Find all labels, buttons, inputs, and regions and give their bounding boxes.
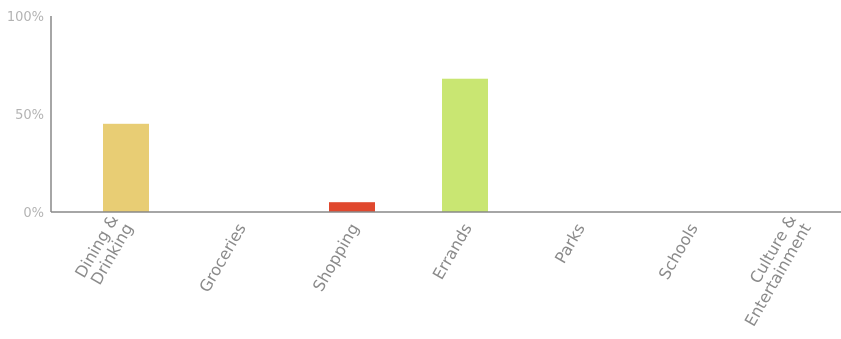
x-category-label: Parks: [551, 220, 589, 267]
x-axis-labels: Dining &Drinking Groceries Shopping Errands…: [71, 212, 815, 330]
bar: [103, 123, 149, 212]
x-category-label: Groceries: [195, 220, 250, 296]
x-category-label-line: Shopping: [309, 220, 363, 295]
x-category-label: Dining &Drinking: [71, 212, 137, 290]
x-category-label: Shopping: [309, 220, 363, 295]
bar: [442, 78, 488, 212]
x-category-label-line: Errands: [429, 220, 476, 283]
bar: [329, 202, 375, 212]
y-tick-label: 100%: [7, 10, 44, 25]
y-tick-label: 50%: [15, 108, 44, 123]
x-category-label: Errands: [429, 220, 476, 283]
x-category-label: Culture &Entertainment: [726, 212, 815, 330]
y-axis-ticks: 100% 50% 0%: [7, 10, 44, 221]
bars: [103, 78, 488, 212]
x-category-label-line: Schools: [655, 220, 702, 283]
x-category-label-line: Groceries: [195, 220, 250, 296]
y-tick-label: 0%: [23, 206, 44, 221]
x-category-label: Schools: [655, 220, 702, 283]
x-category-label-line: Parks: [551, 220, 589, 267]
